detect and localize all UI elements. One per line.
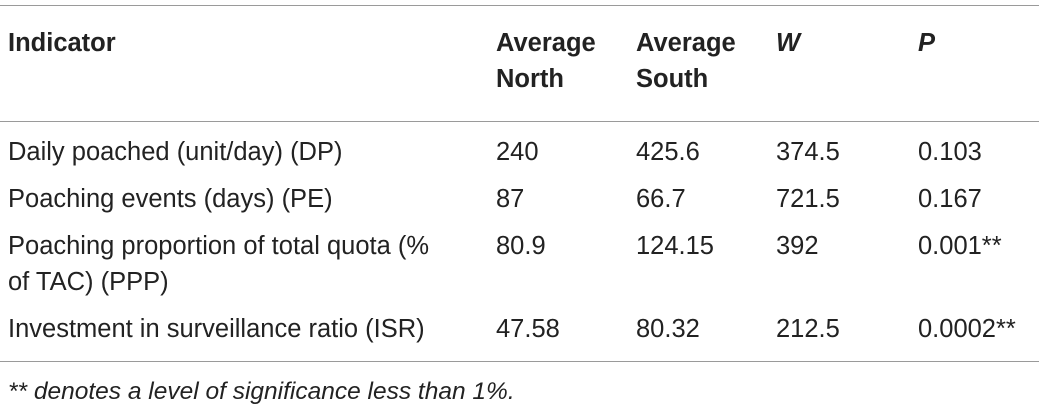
row-dp-w: 374.5: [776, 138, 840, 166]
row-isr-p: 0.0002**: [918, 315, 1016, 343]
header-rule: [0, 121, 1039, 122]
header-average-south-line2: South: [636, 65, 709, 93]
row-ppp-south: 124.15: [636, 232, 714, 260]
row-isr-north: 47.58: [496, 315, 560, 343]
row-ppp-w: 392: [776, 232, 819, 260]
header-average-north-line1: Average: [496, 29, 596, 57]
bottom-rule: [0, 361, 1039, 362]
row-ppp-p: 0.001**: [918, 232, 1002, 260]
header-w: W: [776, 29, 801, 57]
row-isr-indicator: Investment in surveillance ratio (ISR): [8, 315, 425, 343]
row-pe-north: 87: [496, 185, 525, 213]
row-pe-south: 66.7: [636, 185, 686, 213]
header-indicator: Indicator: [8, 29, 116, 57]
row-dp-indicator: Daily poached (unit/day) (DP): [8, 138, 343, 166]
row-isr-w: 212.5: [776, 315, 840, 343]
top-rule: [0, 5, 1039, 6]
row-pe-w: 721.5: [776, 185, 840, 213]
header-average-north-line2: North: [496, 65, 564, 93]
row-isr-south: 80.32: [636, 315, 700, 343]
row-dp-p: 0.103: [918, 138, 982, 166]
table-footnote: ** denotes a level of significance less …: [8, 378, 515, 405]
row-ppp-indicator-line2: of TAC) (PPP): [8, 268, 169, 296]
row-dp-north: 240: [496, 138, 539, 166]
row-ppp-indicator-line1: Poaching proportion of total quota (%: [8, 232, 430, 260]
row-pe-p: 0.167: [918, 185, 982, 213]
row-dp-south: 425.6: [636, 138, 700, 166]
row-ppp-north: 80.9: [496, 232, 546, 260]
header-average-south-line1: Average: [636, 29, 736, 57]
row-pe-indicator: Poaching events (days) (PE): [8, 185, 333, 213]
header-p: P: [918, 29, 936, 57]
